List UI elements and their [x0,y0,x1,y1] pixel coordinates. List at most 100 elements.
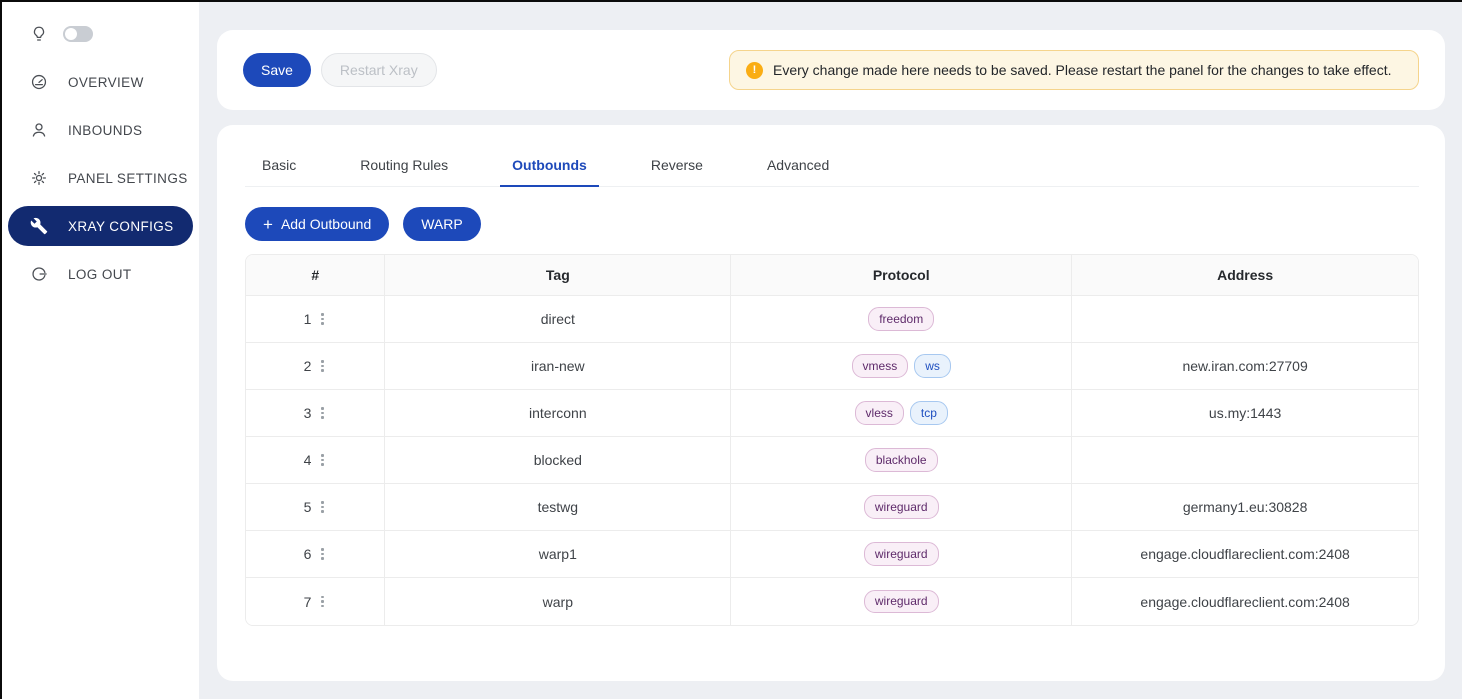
tag-cell: blocked [385,437,731,484]
protocol-badge: freedom [868,307,934,330]
address-cell: germany1.eu:30828 [1072,484,1418,531]
sidebar-item-label: XRAY CONFIGS [68,219,174,234]
table-header: #TagProtocolAddress [246,255,1418,296]
tag-cell: interconn [385,390,731,437]
plus-icon: + [263,216,273,233]
tab-advanced[interactable]: Advanced [755,147,841,186]
transport-badge: tcp [910,401,948,424]
xray-configs-card: Basic Routing Rules Outbounds Reverse Advanc… [217,125,1445,681]
sidebar-item-log-out[interactable]: LOG OUT [8,254,193,294]
table-row: 7 warp wireguard engage.cloudflareclient.co… [246,578,1418,625]
column-header-num: # [246,255,385,296]
tag-cell: warp1 [385,531,731,578]
protocol-cell: wireguard [731,484,1072,531]
actions-row: + Add Outbound WARP [245,207,1419,241]
tag-cell: testwg [385,484,731,531]
address-cell: engage.cloudflareclient.com:2408 [1072,578,1418,625]
warning-alert: ! Every change made here needs to be sav… [729,50,1419,90]
add-outbound-button[interactable]: + Add Outbound [245,207,389,241]
address-cell [1072,296,1418,343]
tabs: Basic Routing Rules Outbounds Reverse Advanc… [245,147,1419,187]
table-row: 4blocked blackhole [246,437,1418,484]
warning-icon: ! [746,62,763,79]
protocol-badge: vmess [852,354,909,377]
row-number: 5 [304,499,312,515]
logout-icon [30,265,48,283]
row-menu-icon[interactable] [318,310,327,328]
table-row: 2iran-newvmesswsnew.iran.com:27709 [246,343,1418,390]
wrench-icon [30,217,48,235]
table-row: 6 warp1 wireguard engage.cloudflareclient.c… [246,531,1418,578]
sidebar-item-label: PANEL SETTINGS [68,171,188,186]
tag-cell: warp [385,578,731,625]
row-number: 7 [304,594,312,610]
sidebar: OVERVIEW INBOUNDS PANEL SETTINGS XRAY CONFI… [2,2,199,699]
sidebar-item-label: OVERVIEW [68,75,144,90]
row-number-cell: 5 [246,484,385,531]
row-number: 6 [304,546,312,562]
sidebar-item-panel-settings[interactable]: PANEL SETTINGS [8,158,193,198]
protocol-badge: vless [855,401,904,424]
protocol-badge: blackhole [865,448,938,471]
row-menu-icon[interactable] [318,404,327,422]
address-cell: new.iran.com:27709 [1072,343,1418,390]
theme-toggle[interactable] [63,26,93,42]
protocol-cell: wireguard [731,531,1072,578]
address-cell: us.my:1443 [1072,390,1418,437]
column-header-tag: Tag [385,255,731,296]
tab-outbounds[interactable]: Outbounds [500,147,599,186]
table-row: 1 direct freedom [246,296,1418,343]
user-icon [30,121,48,139]
sidebar-nav: OVERVIEW INBOUNDS PANEL SETTINGS XRAY CONFI… [2,62,199,294]
sidebar-item-label: LOG OUT [68,267,132,282]
warning-alert-text: Every change made here needs to be saved… [773,62,1391,78]
protocol-cell: vmessws [731,343,1072,390]
add-outbound-label: Add Outbound [281,217,371,231]
table-row: 5 testwg wireguard germany1.eu:30828 [246,484,1418,531]
row-number: 3 [304,405,312,421]
transport-badge: ws [914,354,951,377]
restart-xray-button[interactable]: Restart Xray [321,53,437,87]
sidebar-item-label: INBOUNDS [68,123,142,138]
sidebar-item-inbounds[interactable]: INBOUNDS [8,110,193,150]
gear-icon [30,169,48,187]
lightbulb-icon [30,25,48,43]
dashboard-icon [30,73,48,91]
protocol-cell: blackhole [731,437,1072,484]
protocol-cell: wireguard [731,578,1072,625]
content: Save Restart Xray ! Every change made he… [199,2,1462,699]
row-number-cell: 4 [246,437,385,484]
theme-row [2,14,199,54]
tag-cell: direct [385,296,731,343]
save-button[interactable]: Save [243,53,311,87]
protocol-badge: wireguard [864,590,939,613]
protocol-cell: vless tcp [731,390,1072,437]
tag-cell: iran-new [385,343,731,390]
table-row: 3 interconn vless tcp us.my:1443 [246,390,1418,437]
row-number-cell: 1 [246,296,385,343]
row-number-cell: 3 [246,390,385,437]
row-menu-icon[interactable] [318,451,327,469]
row-menu-icon[interactable] [318,498,327,516]
toolbar-card: Save Restart Xray ! Every change made he… [217,30,1445,110]
row-menu-icon[interactable] [318,357,327,375]
tab-basic[interactable]: Basic [250,147,308,186]
column-header-address: Address [1072,255,1418,296]
table-body: 1directfreedom2iran-newvmesswsnew.iran.c… [246,296,1418,625]
warp-button[interactable]: WARP [403,207,480,241]
row-number-cell: 2 [246,343,385,390]
row-number-cell: 6 [246,531,385,578]
tab-reverse[interactable]: Reverse [639,147,715,186]
sidebar-item-overview[interactable]: OVERVIEW [8,62,193,102]
row-number: 1 [304,311,312,327]
outbounds-table: #TagProtocolAddress 1 direct freedom 2iran-… [246,255,1418,625]
tab-routing-rules[interactable]: Routing Rules [348,147,460,186]
window: OVERVIEW INBOUNDS PANEL SETTINGS XRAY CONFI… [0,0,1462,699]
address-cell: engage.cloudflareclient.com:2408 [1072,531,1418,578]
toggle-knob [65,28,77,40]
row-menu-icon[interactable] [318,593,327,611]
sidebar-item-xray-configs[interactable]: XRAY CONFIGS [8,206,193,246]
protocol-badge: wireguard [864,542,939,565]
row-menu-icon[interactable] [318,545,327,563]
protocol-badge: wireguard [864,495,939,518]
